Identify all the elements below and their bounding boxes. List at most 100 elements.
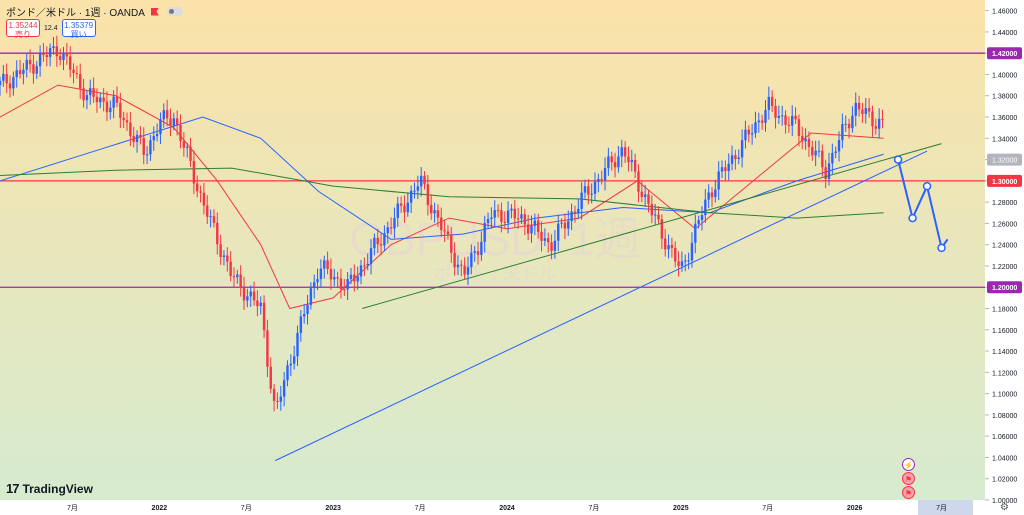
candle-body	[45, 55, 48, 57]
candle-body	[844, 123, 847, 125]
buy-button[interactable]: 1.35379 買い	[61, 19, 96, 39]
candle-body	[530, 225, 533, 234]
candle-body	[854, 102, 857, 116]
time-tick-label: 7月	[241, 504, 252, 512]
candle-body	[109, 107, 112, 113]
time-tick-label: 2023	[325, 505, 341, 512]
candle-body	[720, 167, 724, 172]
candle-body	[774, 106, 777, 118]
candle-body	[18, 70, 22, 74]
candle-body	[28, 59, 32, 65]
candle-body	[861, 109, 864, 115]
candle-body	[744, 129, 747, 141]
candle-body	[583, 186, 587, 193]
candle-body	[730, 155, 734, 164]
spread-value: 12.4	[44, 24, 58, 32]
candle-body	[767, 96, 771, 110]
candle-body	[189, 146, 192, 161]
candle-body	[282, 380, 286, 397]
candle-body	[206, 205, 209, 217]
candle-body	[226, 255, 229, 262]
candle-body	[79, 74, 82, 89]
candle-body	[373, 237, 376, 249]
candle-body	[329, 268, 333, 280]
candle-body	[667, 244, 670, 250]
candle-body	[453, 252, 456, 268]
candle-body	[209, 216, 212, 218]
level-price-tag	[987, 281, 1022, 294]
level-price-tag-label: 1.42000	[992, 51, 1017, 58]
candle-body	[105, 101, 109, 113]
tradingview-logo[interactable]: 17 TradingView	[6, 481, 93, 496]
candle-body	[419, 175, 423, 187]
candle-body	[781, 115, 784, 117]
candle-body	[877, 118, 881, 129]
candle-body	[824, 167, 827, 179]
lightning-icon[interactable]: ⚡	[902, 458, 915, 471]
toggle-icon[interactable]	[166, 7, 183, 16]
flag-icon[interactable]: ⚑	[902, 486, 915, 499]
candle-body	[540, 231, 543, 241]
candle-body	[627, 156, 630, 163]
candle-body	[603, 168, 607, 181]
candle-body	[149, 140, 152, 155]
candle-body	[707, 192, 710, 200]
level-price-tag-label: 1.30000	[992, 179, 1017, 186]
candle-body	[0, 80, 2, 86]
candle-body	[219, 244, 222, 258]
moving-average-line	[0, 116, 884, 240]
gear-icon[interactable]: ⚙	[1000, 502, 1009, 513]
candle-body	[202, 192, 206, 206]
candle-body	[804, 138, 807, 142]
price-tick-label: 1.12000	[992, 370, 1017, 377]
candle-body	[413, 190, 416, 192]
candle-body	[306, 304, 309, 315]
candle-body	[433, 210, 436, 214]
sell-price: 1.35244	[8, 21, 38, 30]
candle-body	[446, 231, 450, 235]
candle-body	[680, 261, 684, 266]
time-tick-label: 2026	[847, 505, 863, 512]
candle-body	[159, 119, 162, 134]
candle-body	[580, 192, 583, 209]
candle-body	[139, 134, 142, 138]
flag-icon[interactable]: ⚑	[902, 472, 915, 485]
candle-body	[369, 248, 373, 264]
flag-icon[interactable]	[150, 7, 159, 16]
symbol-header[interactable]: ポンド／米ドル · 1週 · OANDA	[6, 4, 183, 19]
candle-body	[326, 260, 329, 269]
candle-body	[490, 217, 493, 220]
candle-body	[754, 122, 757, 134]
candle-body	[359, 265, 363, 277]
time-tick-label: 7月	[936, 504, 947, 512]
price-tick-label: 1.10000	[992, 392, 1017, 399]
candle-body	[192, 160, 196, 184]
sell-button[interactable]: 1.35244 売り	[6, 19, 40, 39]
candle-body	[643, 194, 647, 197]
candle-body	[827, 163, 831, 179]
candle-body	[346, 278, 349, 290]
candle-body	[242, 287, 246, 301]
symbol-title: ポンド／米ドル · 1週 · OANDA	[6, 8, 145, 19]
candle-body	[834, 151, 837, 153]
candle-body	[841, 124, 844, 141]
forecast-point	[893, 155, 903, 164]
candle-body	[777, 115, 781, 118]
candle-body	[389, 227, 393, 229]
candle-body	[737, 157, 740, 160]
candle-body	[302, 314, 306, 317]
candle-body	[784, 115, 787, 125]
candle-body	[653, 214, 657, 216]
candle-body	[587, 186, 590, 195]
candle-body	[867, 108, 871, 112]
candle-body	[470, 252, 473, 268]
forecast-point	[937, 243, 946, 253]
candle-body	[506, 210, 510, 223]
candle-body	[82, 88, 85, 101]
candle-body	[89, 88, 92, 96]
long-trendline	[275, 150, 928, 462]
time-tick-label: 7月	[67, 504, 78, 512]
time-axis-background	[0, 500, 985, 515]
price-tick-label: 1.40000	[992, 72, 1017, 79]
